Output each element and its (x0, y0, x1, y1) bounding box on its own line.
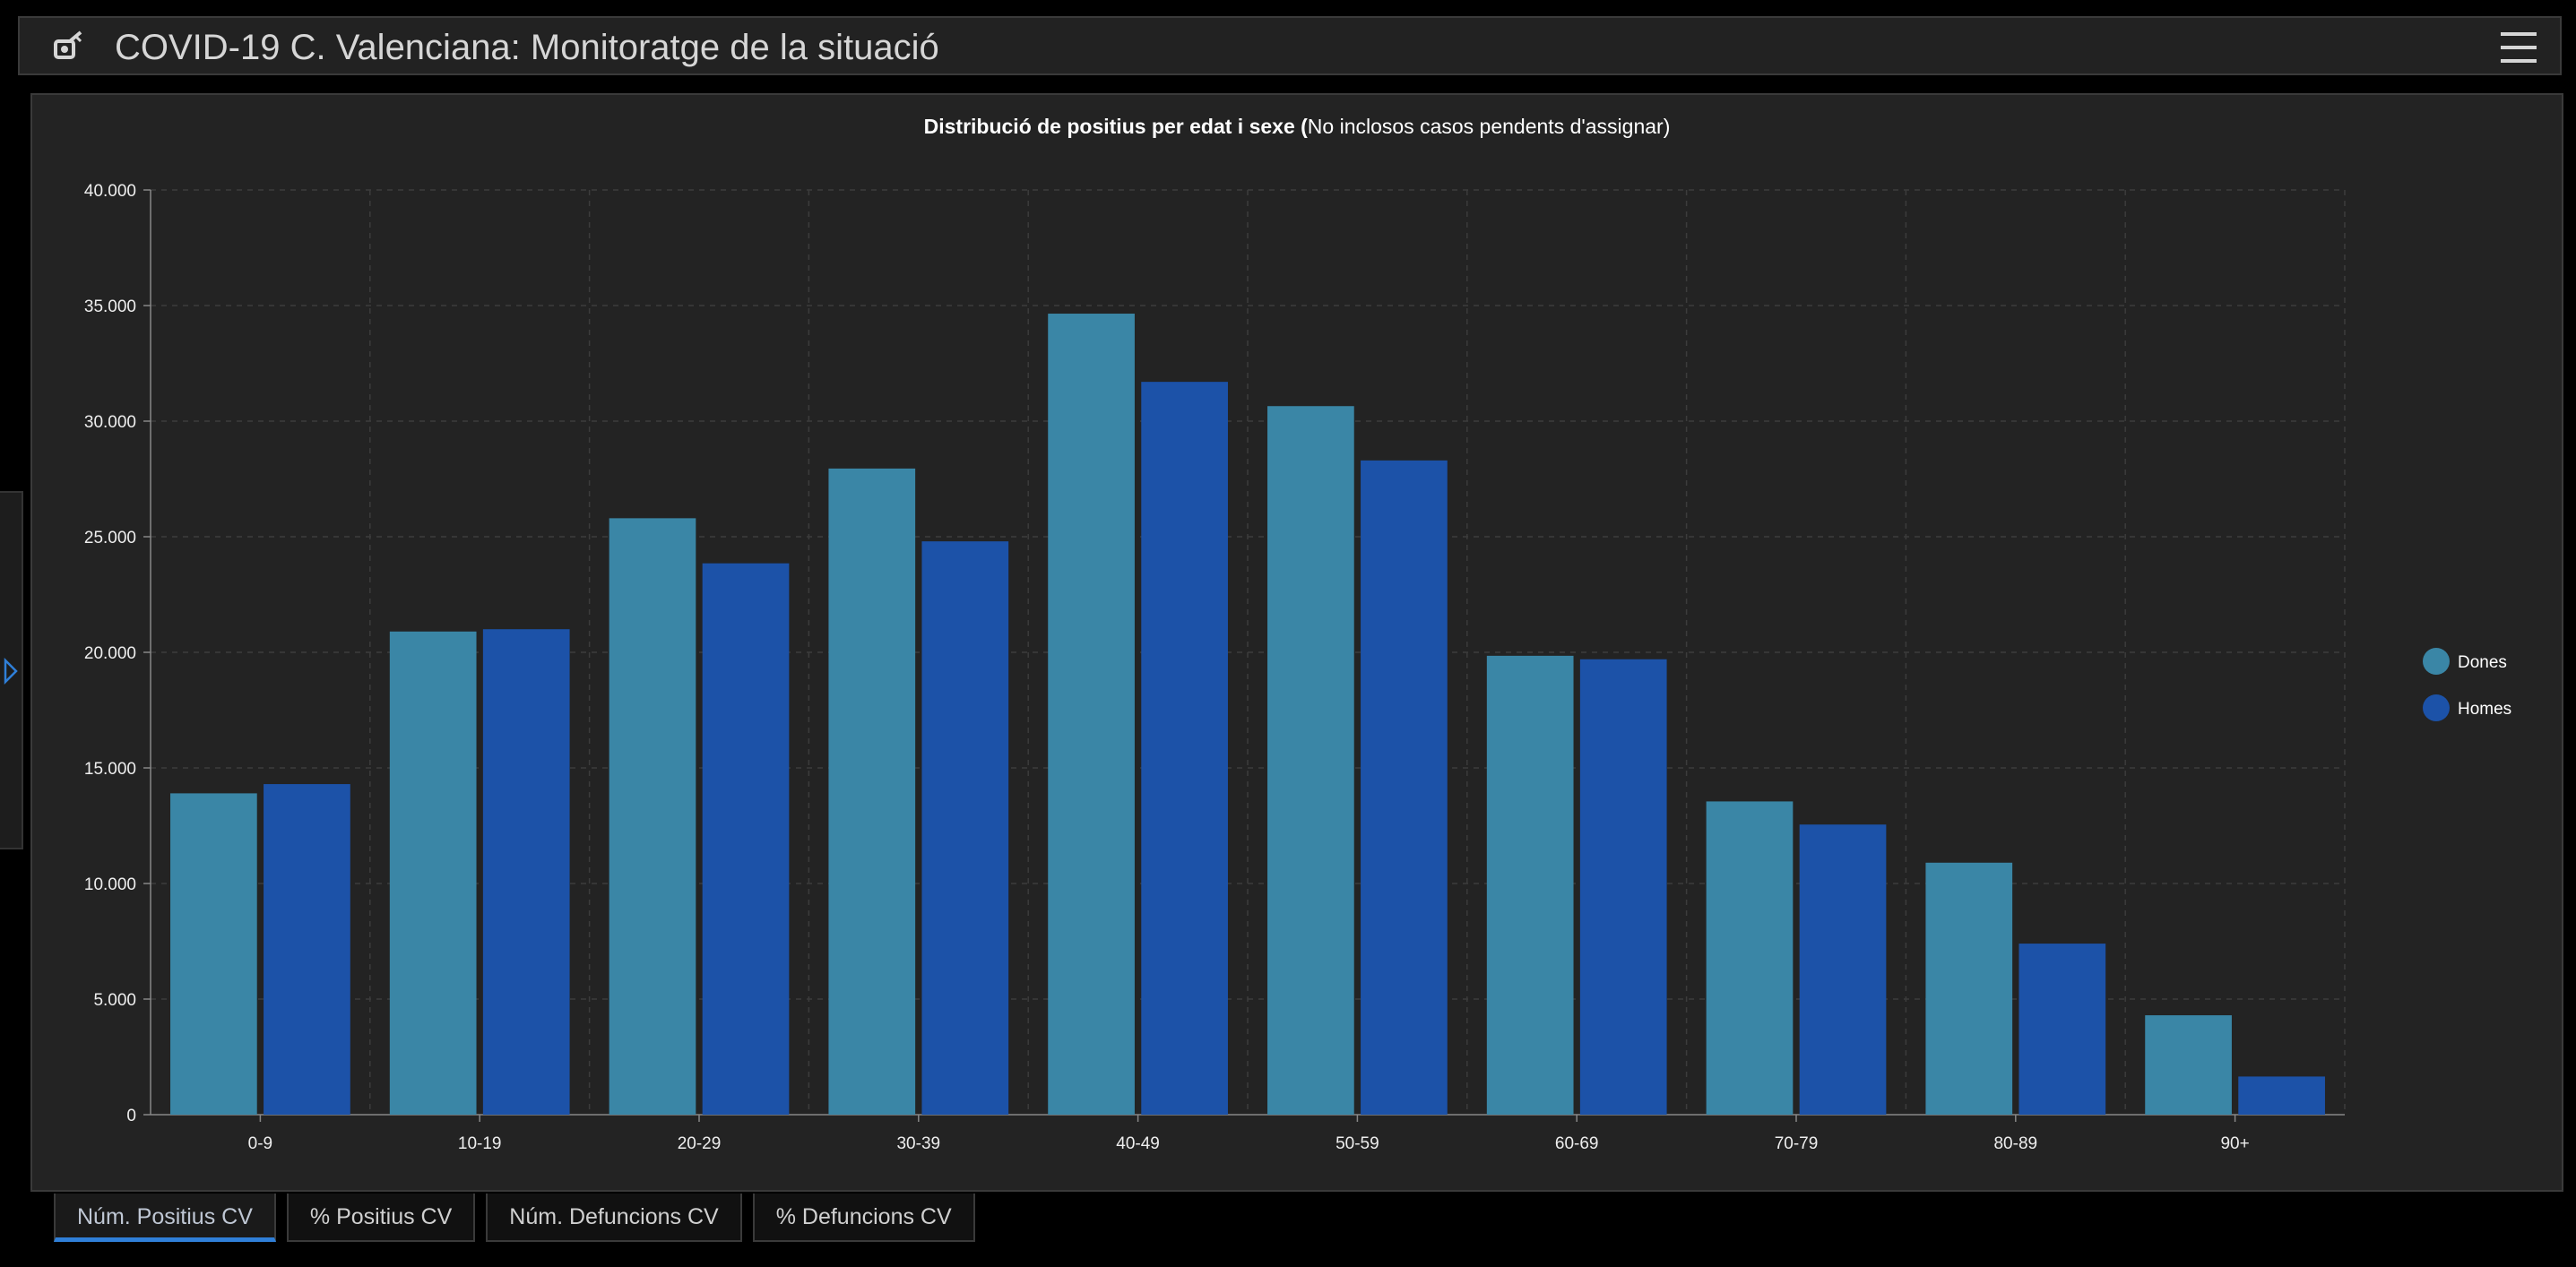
bar-dones-0-9 (170, 793, 257, 1115)
chart-title: Distribució de positius per edat i sexe … (32, 115, 2562, 139)
bar-homes-60-69 (1579, 659, 1667, 1115)
y-tick-label: 35.000 (84, 297, 136, 316)
bar-dones-60-69 (1486, 655, 1574, 1115)
x-tick-label: 20-29 (678, 1134, 722, 1153)
tab-pct-positius[interactable]: % Positius CV (286, 1194, 476, 1242)
bar-homes-10-19 (482, 629, 570, 1115)
side-panel-toggle[interactable] (0, 491, 23, 849)
bar-chart: 0 5.000 10.000 15.000 20.000 25.000 30.000 35.0… (84, 182, 2511, 1153)
tab-bar: Núm. Positius CV % Positius CV Núm. Defu… (54, 1194, 986, 1244)
legend-swatch-homes (2423, 694, 2450, 721)
bar-homes-30-39 (921, 541, 1009, 1115)
legend-swatch-dones (2423, 648, 2450, 675)
bar-homes-50-59 (1361, 460, 1448, 1115)
bar-dones-30-39 (828, 468, 916, 1115)
y-tick-label: 30.000 (84, 413, 136, 432)
bar-homes-90+ (2238, 1076, 2325, 1115)
bar-dones-80-89 (1925, 862, 2013, 1115)
x-tick-label: 90+ (2220, 1134, 2249, 1153)
y-tick-label: 25.000 (84, 529, 136, 547)
tab-num-defuncions[interactable]: Núm. Defuncions CV (486, 1194, 742, 1242)
bar-homes-0-9 (264, 784, 350, 1115)
bar-dones-40-49 (1048, 314, 1135, 1115)
y-tick-label: 10.000 (84, 875, 136, 894)
virus-logo-icon (50, 29, 86, 65)
tab-pct-defuncions[interactable]: % Defuncions CV (752, 1194, 975, 1242)
bar-dones-50-59 (1267, 406, 1354, 1116)
x-tick-label: 80-89 (1993, 1134, 2037, 1153)
x-tick-label: 0-9 (248, 1134, 272, 1153)
chart-title-note: No inclosos casos pendents d'assignar) (1307, 115, 1671, 138)
bar-homes-80-89 (2018, 944, 2106, 1115)
bar-dones-70-79 (1706, 801, 1794, 1115)
hamburger-menu-icon[interactable] (2497, 27, 2542, 68)
app-header: COVID-19 C. Valenciana: Monitoratge de l… (18, 16, 2562, 75)
bar-homes-20-29 (702, 563, 790, 1115)
chart-title-bold: Distribució de positius per edat i sexe … (923, 115, 1308, 138)
bar-dones-20-29 (609, 518, 696, 1115)
app-title: COVID-19 C. Valenciana: Monitoratge de l… (115, 28, 939, 67)
x-tick-label: 30-39 (896, 1134, 940, 1153)
y-tick-label: 20.000 (84, 644, 136, 663)
x-tick-label: 50-59 (1336, 1134, 1379, 1153)
bar-dones-10-19 (389, 631, 477, 1115)
y-tick-label: 40.000 (84, 182, 136, 201)
expand-arrow-icon (3, 657, 19, 689)
tab-num-positius[interactable]: Núm. Positius CV (54, 1194, 276, 1242)
chart-panel: Distribució de positius per edat i sexe … (30, 93, 2563, 1192)
x-tick-label: 10-19 (458, 1134, 502, 1153)
legend-label-homes: Homes (2458, 700, 2511, 719)
y-tick-label: 5.000 (93, 991, 136, 1010)
x-tick-label: 40-49 (1116, 1134, 1160, 1153)
x-tick-label: 70-79 (1775, 1134, 1819, 1153)
legend-label-dones: Dones (2458, 653, 2507, 672)
bar-homes-40-49 (1141, 382, 1228, 1115)
bar-homes-70-79 (1799, 824, 1887, 1115)
bar-dones-90+ (2145, 1015, 2232, 1115)
x-tick-label: 60-69 (1555, 1134, 1599, 1153)
y-tick-label: 0 (126, 1107, 136, 1125)
y-tick-label: 15.000 (84, 760, 136, 779)
